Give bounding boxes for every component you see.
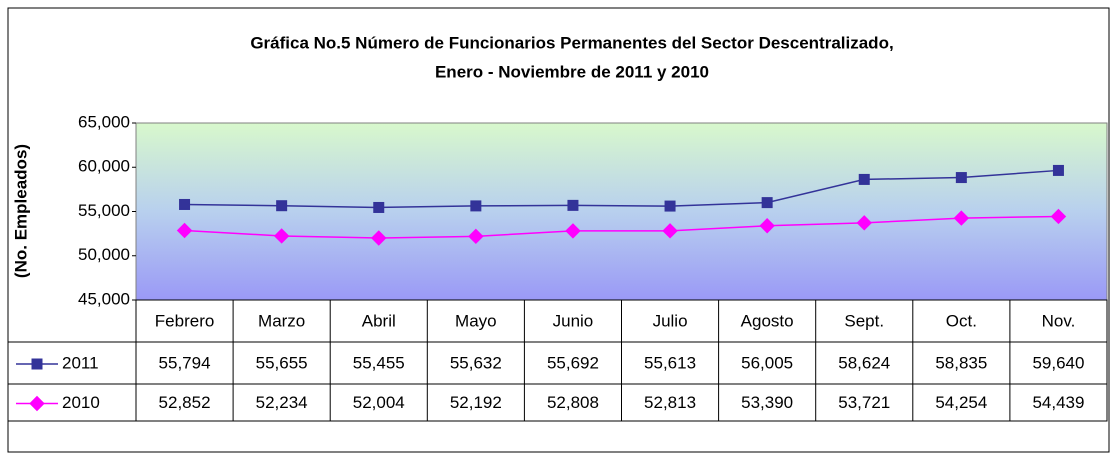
x-tick-label: Agosto (741, 311, 794, 330)
marker (373, 201, 385, 213)
data-label: 53,390 (741, 393, 793, 412)
data-label: 58,624 (838, 353, 890, 372)
chart-title: Enero - Noviembre de 2011 y 2010 (435, 62, 709, 81)
marker (273, 228, 290, 244)
data-label: 52,004 (353, 393, 405, 412)
x-tick-label: Febrero (155, 311, 215, 330)
marker (1050, 208, 1067, 225)
marker (567, 199, 579, 211)
marker (858, 173, 870, 185)
legend-label: 2011 (62, 353, 99, 372)
x-tick-label: Sept. (844, 311, 884, 330)
marker (468, 228, 484, 245)
y-axis-label: (No. Empleados) (11, 144, 30, 278)
data-label: 52,192 (450, 393, 502, 412)
data-label: 56,005 (741, 353, 793, 372)
data-label: 55,655 (256, 353, 308, 372)
marker (759, 218, 775, 234)
data-label: 53,721 (838, 393, 890, 412)
marker (31, 358, 43, 370)
data-label: 52,852 (159, 393, 211, 412)
data-label: 54,439 (1032, 393, 1084, 412)
x-tick-label: Nov. (1042, 311, 1076, 330)
marker (470, 200, 482, 212)
x-tick-label: Julio (653, 311, 688, 330)
marker (371, 230, 387, 246)
x-tick-label: Mayo (455, 311, 497, 330)
x-tick-label: Oct. (946, 311, 977, 330)
series-line (184, 215, 1059, 239)
marker (761, 197, 773, 209)
chart-title: Gráfica No.5 Número de Funcionarios Perm… (250, 33, 893, 52)
marker (176, 222, 193, 239)
y-tick-label: 55,000 (78, 201, 130, 220)
data-label: 52,808 (547, 393, 599, 412)
data-label: 55,613 (644, 353, 696, 372)
plot-area (135, 122, 1108, 301)
x-tick-label: Abril (362, 311, 396, 330)
y-tick-label: 65,000 (78, 112, 130, 131)
data-label: 54,254 (935, 393, 987, 412)
x-tick-label: Marzo (258, 311, 305, 330)
data-label: 58,835 (935, 353, 987, 372)
marker (856, 215, 872, 231)
series-line (184, 169, 1059, 209)
y-tick-label: 60,000 (78, 157, 130, 176)
data-label: 55,692 (547, 353, 599, 372)
marker (565, 223, 581, 239)
data-label: 55,794 (159, 353, 211, 372)
marker (1052, 164, 1064, 176)
y-tick-label: 45,000 (78, 289, 130, 308)
marker (29, 395, 45, 412)
marker (179, 198, 191, 210)
data-label: 55,632 (450, 353, 502, 372)
x-tick-label: Junio (553, 311, 594, 330)
data-label: 52,813 (644, 393, 696, 412)
data-label: 52,234 (256, 393, 308, 412)
marker (955, 172, 967, 184)
data-label: 55,455 (353, 353, 405, 372)
marker (662, 223, 678, 239)
marker (276, 200, 288, 212)
marker (664, 200, 676, 212)
y-tick-label: 50,000 (78, 245, 130, 264)
legend-label: 2010 (62, 393, 100, 412)
data-label: 59,640 (1032, 353, 1084, 372)
marker (953, 210, 970, 226)
